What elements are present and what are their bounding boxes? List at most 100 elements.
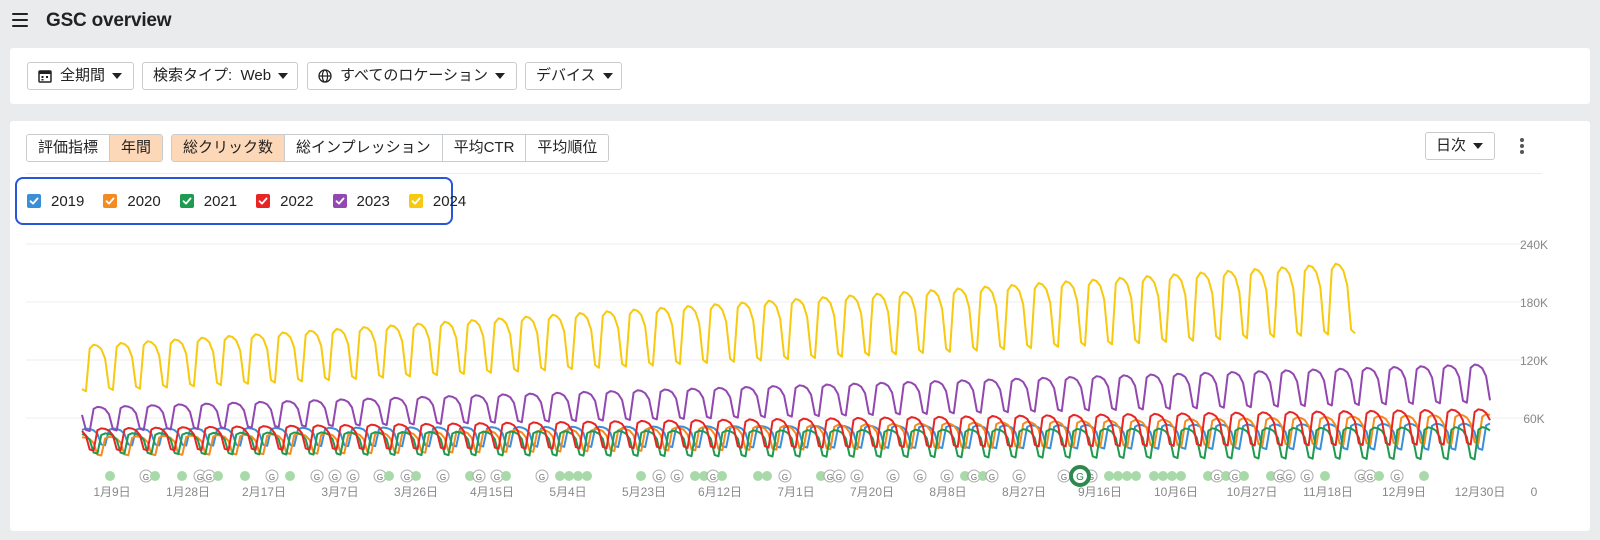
annotation-marker-label: G [656,473,662,482]
x-tick-label: 10月27日 [1227,485,1278,499]
legend-label: 2019 [51,192,85,210]
annotation-marker [762,471,772,481]
annotation-marker [240,471,250,481]
legend-label: 2020 [127,192,161,210]
annotation-marker [1320,471,1330,481]
tab-yearly[interactable]: 年間 [110,135,163,161]
calendar-icon [38,69,52,83]
annotation-marker [328,469,342,483]
annotation-marker-label: G [440,473,446,482]
location-label: すべてのロケーション [340,67,489,84]
annotation-marker [1374,471,1384,481]
annotation-marker [1266,471,1276,481]
legend-item-2023[interactable]: 2023 [332,192,390,210]
series-line-2023 [81,363,1491,433]
annotation-marker [1390,469,1404,483]
annotation-marker [886,469,900,483]
annotation-marker [1176,471,1186,481]
annotation-marker-label: G [1277,473,1283,482]
legend-item-2019[interactable]: 2019 [27,193,84,210]
metric-tabs: 総クリック数 総インプレッション 平均CTR 平均順位 [171,134,610,162]
legend-item-2024[interactable]: 2024 [408,193,466,210]
annotation-markers: G G G G G G G G G G G G G G G G G G G G G G G G G G G G G G G G G G G GG [105,465,1429,487]
annotation-marker-label: G [332,473,338,482]
annotation-marker-label: G [206,473,212,482]
interval-dropdown[interactable]: 日次 [1425,132,1495,160]
checkbox-checked-icon[interactable] [332,194,347,208]
x-tick-label: 5月4日 [549,485,586,499]
x-tick-label: 9月16日 [1078,485,1122,499]
annotation-marker-label: G [1061,473,1067,482]
page-title: GSC overview [46,10,172,31]
checkbox-checked-icon[interactable] [179,194,194,208]
annotation-marker-label: G [854,473,860,482]
search-type-dropdown[interactable]: 検索タイプ: Web [142,62,298,90]
annotation-marker-label: G [377,473,383,482]
checkbox-checked-icon[interactable] [256,194,271,208]
annotation-marker [985,469,999,483]
annotation-marker [832,469,846,483]
device-dropdown[interactable]: デバイス [525,62,622,90]
annotation-marker [436,469,450,483]
kebab-icon[interactable] [1519,138,1525,156]
annotation-marker [699,471,709,481]
legend-label: 2023 [356,192,390,210]
annotation-marker-label: G [944,473,950,482]
annotation-marker-label: G [1286,473,1292,482]
annotation-marker-label: G [1016,473,1022,482]
annotation-marker [582,471,592,481]
search-type-label: 検索タイプ: Web [153,67,272,84]
annotation-marker-label: G [197,473,203,482]
annotation-marker [1012,469,1026,483]
checkbox-checked-icon[interactable] [103,194,118,208]
y-tick-label: 240K [1520,238,1548,252]
legend-item-2022[interactable]: 2022 [256,193,314,210]
legend-item-2020[interactable]: 2020 [103,192,161,210]
x-tick-label: 8月8日 [929,485,966,499]
x-tick-label: 10月6日 [1154,485,1198,499]
annotation-marker-label: G [1304,473,1310,482]
x-tick-label: 12月30日 [1455,485,1506,499]
tab-metrics[interactable]: 評価指標 [27,135,111,161]
hamburger-icon[interactable] [12,13,28,27]
annotation-marker-label: G [494,473,500,482]
annotation-marker-label: G [674,473,680,482]
checkbox-checked-icon[interactable] [408,194,423,208]
annotation-marker [913,469,927,483]
annotation-marker [1122,471,1132,481]
series-line-2024 [81,262,1356,393]
annotation-marker [816,471,826,481]
period-dropdown[interactable]: 全期間 [27,62,134,90]
annotation-marker [940,469,954,483]
y-tick-label: 120K [1520,354,1548,368]
tab-total-impressions[interactable]: 総インプレッション [285,135,443,161]
tab-average-ctr[interactable]: 平均CTR [442,135,527,161]
location-dropdown[interactable]: すべてのロケーション [307,62,517,90]
device-label: デバイス [536,67,596,84]
annotation-marker-label: G [350,473,356,482]
y-tick-label: 60K [1523,412,1544,426]
annotation-marker-label: G [971,473,977,482]
annotation-marker [310,469,324,483]
annotation-marker [690,471,700,481]
tab-total-clicks[interactable]: 総クリック数 [172,135,286,161]
annotation-marker [652,469,666,483]
chevron-down-icon [278,73,289,79]
annotation-marker [346,469,360,483]
annotation-marker [501,471,511,481]
divider [26,173,1542,174]
chevron-down-icon [1473,143,1484,149]
annotation-marker [850,469,864,483]
x-tick-label: 3月26日 [394,485,438,499]
annotation-marker-label: G [989,473,995,482]
tab-average-position[interactable]: 平均順位 [526,135,609,161]
annotation-marker-label: G [1394,473,1400,482]
annotation-marker [472,469,486,483]
x-tick-label: 7月20日 [850,485,894,499]
series-line-2021 [81,426,1491,461]
annotation-marker [1239,471,1249,481]
annotation-marker [1282,469,1296,483]
annotation-marker [1104,471,1114,481]
legend-item-2021[interactable]: 2021 [179,193,237,210]
checkbox-checked-icon[interactable] [27,194,41,208]
